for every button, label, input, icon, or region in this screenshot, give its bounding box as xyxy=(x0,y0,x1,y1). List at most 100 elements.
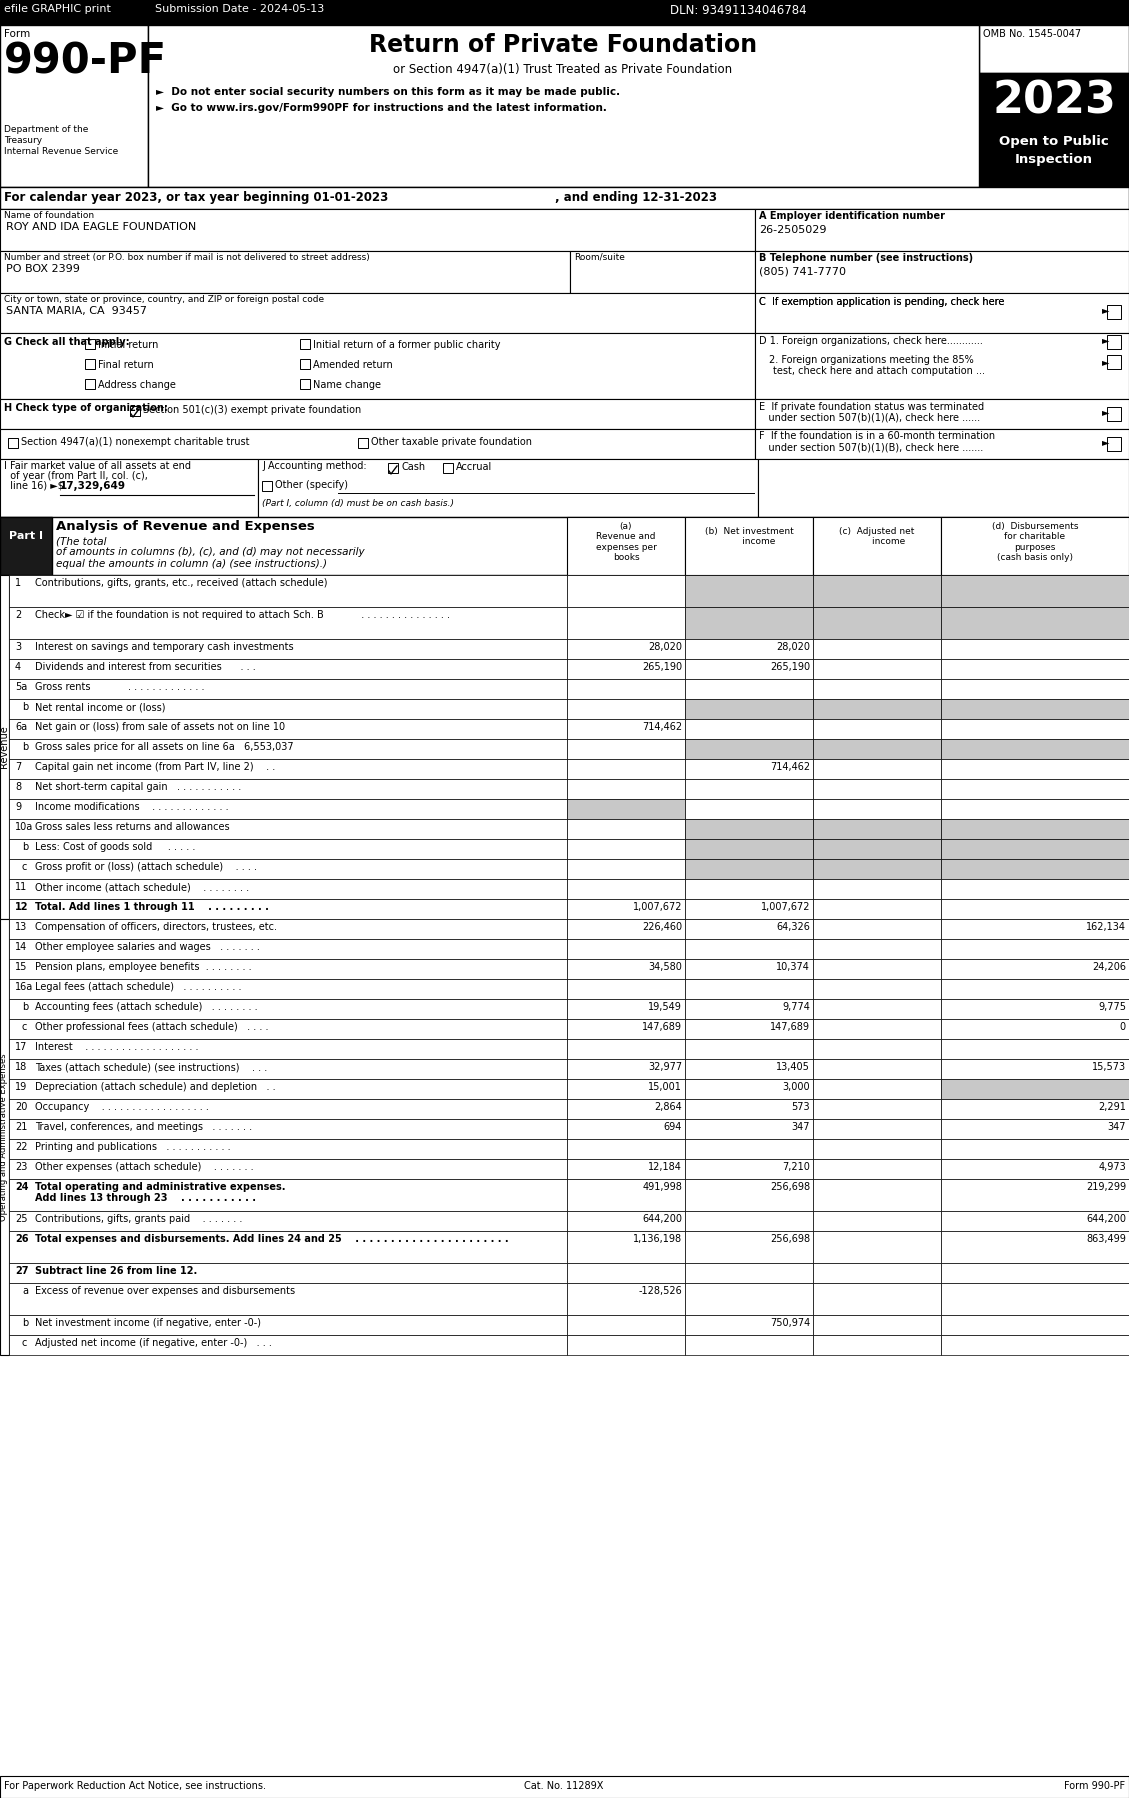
Text: Inspection: Inspection xyxy=(1015,153,1093,165)
Text: Add lines 13 through 23    . . . . . . . . . . .: Add lines 13 through 23 . . . . . . . . … xyxy=(35,1194,256,1203)
Text: Travel, conferences, and meetings   . . . . . . .: Travel, conferences, and meetings . . . … xyxy=(35,1122,252,1133)
Text: J Accounting method:: J Accounting method: xyxy=(262,460,367,471)
Bar xyxy=(813,759,940,779)
Bar xyxy=(0,25,148,187)
Bar xyxy=(813,919,940,939)
Bar xyxy=(940,859,1129,879)
Bar xyxy=(685,1284,813,1314)
Bar xyxy=(567,518,685,575)
Bar xyxy=(685,1000,813,1019)
Bar xyxy=(9,1099,567,1118)
Text: 7: 7 xyxy=(15,762,21,771)
Bar xyxy=(685,1079,813,1099)
Text: 9: 9 xyxy=(15,802,21,813)
Bar xyxy=(567,680,685,699)
Text: ►: ► xyxy=(1102,358,1110,367)
Bar xyxy=(9,1232,567,1262)
Bar xyxy=(685,1138,813,1160)
Bar xyxy=(567,1284,685,1314)
Text: 5a: 5a xyxy=(15,681,27,692)
Bar xyxy=(685,1334,813,1356)
Bar xyxy=(9,1019,567,1039)
Text: 8: 8 xyxy=(15,782,21,791)
Bar xyxy=(813,779,940,798)
Text: Subtract line 26 from line 12.: Subtract line 26 from line 12. xyxy=(35,1266,198,1277)
Text: 265,190: 265,190 xyxy=(642,662,682,672)
Bar xyxy=(9,919,567,939)
Text: Other professional fees (attach schedule)   . . . .: Other professional fees (attach schedule… xyxy=(35,1021,269,1032)
Text: 27: 27 xyxy=(15,1266,28,1277)
Bar xyxy=(940,1160,1129,1179)
Text: Address change: Address change xyxy=(98,379,176,390)
Bar xyxy=(685,840,813,859)
Bar xyxy=(940,1000,1129,1019)
Bar xyxy=(940,779,1129,798)
Bar xyxy=(813,1000,940,1019)
Bar xyxy=(685,1019,813,1039)
Text: Gross sales price for all assets on line 6a   6,553,037: Gross sales price for all assets on line… xyxy=(35,743,294,752)
Text: 17: 17 xyxy=(15,1043,27,1052)
Bar xyxy=(567,1099,685,1118)
Text: SANTA MARIA, CA  93457: SANTA MARIA, CA 93457 xyxy=(6,306,147,316)
Bar xyxy=(940,759,1129,779)
Text: 13,405: 13,405 xyxy=(776,1063,809,1072)
Bar xyxy=(813,1179,940,1212)
Bar xyxy=(567,1160,685,1179)
Text: Net investment income (if negative, enter -0-): Net investment income (if negative, ente… xyxy=(35,1318,261,1329)
Bar xyxy=(9,1179,567,1212)
Bar xyxy=(9,1262,567,1284)
Text: 256,698: 256,698 xyxy=(770,1233,809,1244)
Bar xyxy=(685,798,813,820)
Bar xyxy=(940,840,1129,859)
Text: Treasury: Treasury xyxy=(5,137,42,146)
Text: (b)  Net investment
       income: (b) Net investment income xyxy=(704,527,794,547)
Bar xyxy=(813,608,940,638)
Bar xyxy=(940,1138,1129,1160)
Bar xyxy=(567,1039,685,1059)
Text: 750,974: 750,974 xyxy=(770,1318,809,1329)
Bar xyxy=(567,608,685,638)
Bar xyxy=(940,739,1129,759)
Text: 2,864: 2,864 xyxy=(654,1102,682,1111)
Bar xyxy=(685,859,813,879)
Text: ROY AND IDA EAGLE FOUNDATION: ROY AND IDA EAGLE FOUNDATION xyxy=(6,221,196,232)
Text: Form 990-PF: Form 990-PF xyxy=(1064,1782,1124,1791)
Bar xyxy=(9,638,567,660)
Text: D 1. Foreign organizations, check here............: D 1. Foreign organizations, check here..… xyxy=(759,336,983,345)
Text: c: c xyxy=(21,1338,27,1348)
Text: Compensation of officers, directors, trustees, etc.: Compensation of officers, directors, tru… xyxy=(35,922,277,931)
Bar xyxy=(685,1099,813,1118)
Bar xyxy=(567,1314,685,1334)
Bar xyxy=(9,680,567,699)
Bar xyxy=(813,978,940,1000)
Bar xyxy=(685,680,813,699)
Bar xyxy=(9,1212,567,1232)
Bar xyxy=(9,1000,567,1019)
Text: Accrual: Accrual xyxy=(456,462,492,473)
Text: For Paperwork Reduction Act Notice, see instructions.: For Paperwork Reduction Act Notice, see … xyxy=(5,1782,266,1791)
Text: 644,200: 644,200 xyxy=(1086,1214,1126,1224)
Bar xyxy=(567,1118,685,1138)
Text: Gross sales less returns and allowances: Gross sales less returns and allowances xyxy=(35,822,229,832)
Bar xyxy=(9,1284,567,1314)
Bar xyxy=(567,699,685,719)
Bar xyxy=(940,638,1129,660)
Text: 2. Foreign organizations meeting the 85%: 2. Foreign organizations meeting the 85% xyxy=(769,354,973,365)
Text: 714,462: 714,462 xyxy=(770,762,809,771)
Text: Amended return: Amended return xyxy=(313,360,393,370)
Bar xyxy=(130,406,140,415)
Bar xyxy=(940,1059,1129,1079)
Bar xyxy=(567,660,685,680)
Bar xyxy=(813,680,940,699)
Text: Taxes (attach schedule) (see instructions)    . . .: Taxes (attach schedule) (see instruction… xyxy=(35,1063,268,1072)
Text: 64,326: 64,326 xyxy=(776,922,809,931)
Bar xyxy=(685,1314,813,1334)
Text: Initial return of a former public charity: Initial return of a former public charit… xyxy=(313,340,500,351)
Text: City or town, state or province, country, and ZIP or foreign postal code: City or town, state or province, country… xyxy=(5,295,324,304)
Bar xyxy=(813,1079,940,1099)
Bar xyxy=(9,820,567,840)
Bar xyxy=(940,699,1129,719)
Bar xyxy=(9,739,567,759)
Text: a: a xyxy=(21,1286,28,1296)
Text: C  If exemption application is pending, check here: C If exemption application is pending, c… xyxy=(759,297,1005,307)
